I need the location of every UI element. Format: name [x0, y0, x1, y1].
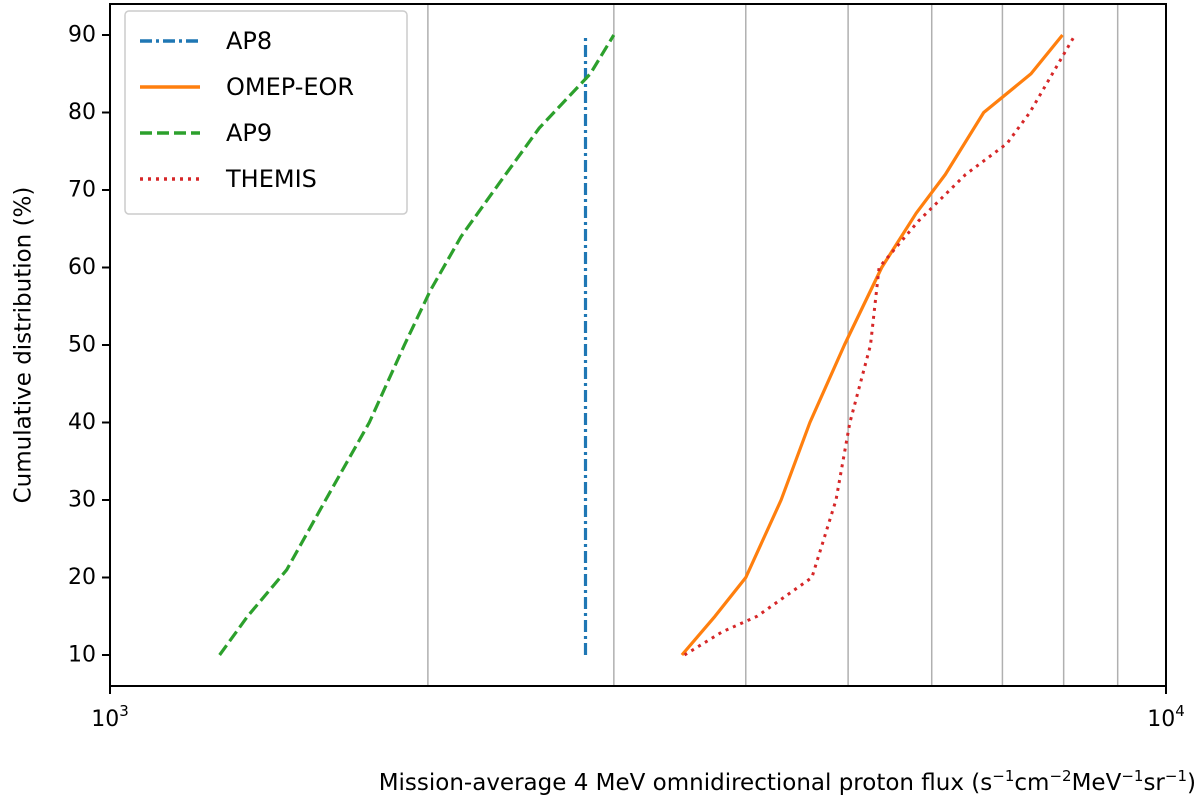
- y-tick-label-20: 20: [68, 565, 96, 590]
- x-axis-unit-sr: sr: [1143, 770, 1165, 796]
- x-axis-unit-mev: MeV: [1072, 770, 1122, 796]
- y-tick-label-80: 80: [68, 100, 96, 125]
- legend-label-ap9: AP9: [226, 119, 272, 147]
- y-tick-label-10: 10: [68, 643, 96, 668]
- y-tick-label-70: 70: [68, 178, 96, 203]
- y-tick-label-60: 60: [68, 255, 96, 280]
- y-tick-label-40: 40: [68, 410, 96, 435]
- legend-label-omep-eor: OMEP-EOR: [226, 73, 354, 101]
- x-tick-label-10000: 104: [1147, 702, 1185, 732]
- data-series: [218, 33, 1077, 657]
- legend-label-ap8: AP8: [226, 27, 272, 55]
- x-axis-unit-cm-exp: −2: [1049, 767, 1071, 785]
- y-tick-label-50: 50: [68, 333, 96, 358]
- series-line-themis: [683, 34, 1077, 657]
- y-tick-label-30: 30: [68, 488, 96, 513]
- x-axis-unit-sr-exp: −1: [1165, 767, 1187, 785]
- axis-ticks: 10 20 30 40 50 60 70 80 90 103 104: [68, 23, 1185, 733]
- legend-label-themis: THEMIS: [225, 165, 317, 193]
- legend: AP8 OMEP-EOR AP9 THEMIS: [124, 10, 408, 215]
- x-tick-label-1000: 103: [91, 702, 129, 732]
- series-line-omep-eor: [680, 33, 1064, 657]
- series-line-ap9: [218, 34, 616, 656]
- x-axis-label: Mission-average 4 MeV omnidirectional pr…: [379, 767, 1196, 796]
- x-axis-label-close: ): [1187, 770, 1196, 796]
- y-tick-label-90: 90: [68, 23, 96, 48]
- x-axis-unit-s-exp: −1: [992, 767, 1014, 785]
- x-axis-unit-cm: cm: [1014, 770, 1049, 796]
- y-axis-label: Cumulative distribution (%): [11, 187, 37, 504]
- legend-box: [124, 10, 408, 215]
- grid-lines: [427, 4, 1119, 686]
- x-axis-unit-mev-exp: −1: [1121, 767, 1143, 785]
- x-axis-label-main: Mission-average 4 MeV omnidirectional pr…: [379, 770, 981, 796]
- x-axis-unit-s: s: [980, 770, 992, 796]
